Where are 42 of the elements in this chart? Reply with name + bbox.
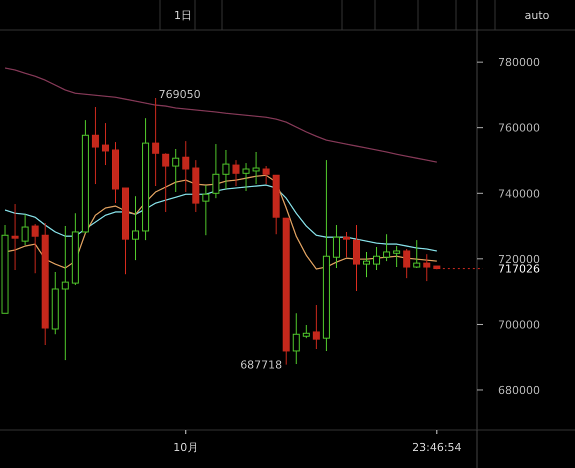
candlestick <box>302 324 310 339</box>
candlestick <box>12 204 19 270</box>
candlestick <box>172 148 180 192</box>
y-tick-label: 760000 <box>498 122 540 135</box>
candlestick <box>182 140 190 192</box>
y-tick-label: 680000 <box>498 384 540 397</box>
annotation: 687718 <box>240 358 282 372</box>
candlestick <box>242 162 250 192</box>
candlestick <box>363 251 370 278</box>
candlestick <box>292 312 300 365</box>
candlestick <box>162 152 170 212</box>
candlestick <box>403 248 410 279</box>
candlestick <box>32 224 39 274</box>
toolbar: 1日 auto <box>0 0 575 30</box>
candlestick <box>212 144 220 199</box>
candlestick <box>352 224 360 292</box>
y-tick-label: 780000 <box>498 56 540 70</box>
candlestick <box>22 214 29 246</box>
candlestick <box>252 151 260 185</box>
candlestick <box>152 98 160 187</box>
line-series <box>4 67 438 163</box>
candlestick <box>393 246 400 268</box>
candlestick <box>342 231 350 258</box>
candlestick <box>413 240 420 269</box>
x-tick-label: 23:46:54 <box>412 441 462 454</box>
annotation: 769050 <box>158 88 201 102</box>
candlestick <box>232 160 240 187</box>
candlestick <box>92 106 99 185</box>
y-tick-label: 700000 <box>498 318 540 332</box>
candlestick <box>102 122 109 166</box>
candlestick <box>132 196 140 261</box>
candlestick <box>62 226 69 361</box>
candlestick <box>373 246 380 270</box>
candlestick <box>312 304 320 350</box>
candlestick <box>202 184 210 236</box>
candlestick <box>262 166 270 185</box>
candlestick <box>423 254 430 282</box>
y-tick-label: 740000 <box>498 187 540 200</box>
candlestick <box>332 224 340 269</box>
candlestick <box>383 234 390 262</box>
x-tick-label: 10月 <box>173 441 198 454</box>
candlestick <box>222 149 230 190</box>
